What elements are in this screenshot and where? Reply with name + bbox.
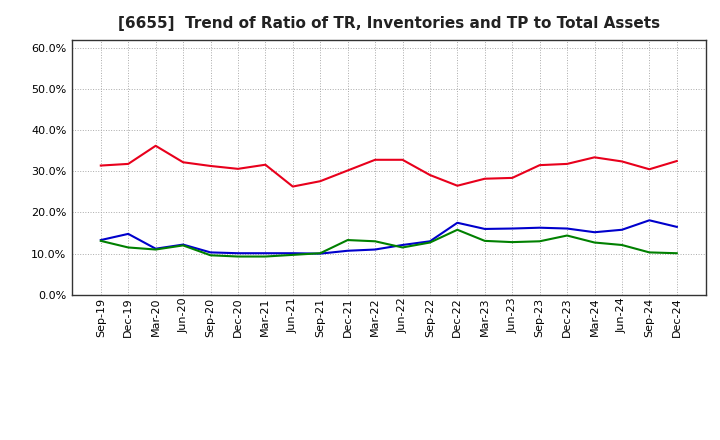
- Inventories: [96, 238, 105, 243]
- Trade Payables: [645, 250, 654, 255]
- Trade Payables: [536, 238, 544, 244]
- Inventories: [563, 226, 572, 231]
- Trade Receivables: [96, 163, 105, 168]
- Inventories: [590, 230, 599, 235]
- Line: Trade Receivables: Trade Receivables: [101, 146, 677, 187]
- Inventories: [645, 218, 654, 223]
- Inventories: [618, 227, 626, 232]
- Trade Payables: [179, 243, 187, 248]
- Trade Payables: [563, 233, 572, 238]
- Trade Receivables: [316, 179, 325, 184]
- Line: Inventories: Inventories: [101, 220, 677, 253]
- Trade Payables: [371, 238, 379, 244]
- Trade Payables: [151, 247, 160, 252]
- Trade Receivables: [480, 176, 489, 181]
- Trade Receivables: [618, 159, 626, 164]
- Inventories: [179, 242, 187, 247]
- Trade Payables: [453, 227, 462, 232]
- Inventories: [536, 225, 544, 231]
- Trade Receivables: [590, 155, 599, 160]
- Legend: Trade Receivables, Inventories, Trade Payables: Trade Receivables, Inventories, Trade Pa…: [157, 434, 621, 440]
- Inventories: [672, 224, 681, 230]
- Inventories: [316, 251, 325, 256]
- Inventories: [151, 246, 160, 251]
- Inventories: [124, 231, 132, 237]
- Trade Payables: [343, 238, 352, 243]
- Trade Receivables: [536, 162, 544, 168]
- Trade Payables: [480, 238, 489, 243]
- Trade Receivables: [563, 161, 572, 167]
- Trade Receivables: [233, 166, 242, 172]
- Inventories: [233, 251, 242, 256]
- Trade Payables: [398, 245, 407, 250]
- Trade Receivables: [398, 157, 407, 162]
- Trade Receivables: [371, 157, 379, 162]
- Line: Trade Payables: Trade Payables: [101, 230, 677, 257]
- Inventories: [289, 251, 297, 256]
- Trade Payables: [590, 240, 599, 245]
- Trade Payables: [672, 251, 681, 256]
- Trade Receivables: [124, 161, 132, 167]
- Trade Payables: [316, 251, 325, 256]
- Trade Receivables: [261, 162, 270, 167]
- Trade Receivables: [179, 160, 187, 165]
- Trade Receivables: [289, 184, 297, 189]
- Trade Payables: [233, 254, 242, 259]
- Inventories: [453, 220, 462, 225]
- Trade Payables: [261, 254, 270, 259]
- Trade Payables: [96, 238, 105, 243]
- Trade Receivables: [453, 183, 462, 188]
- Inventories: [508, 226, 516, 231]
- Trade Payables: [426, 240, 434, 245]
- Trade Receivables: [645, 167, 654, 172]
- Inventories: [261, 251, 270, 256]
- Trade Receivables: [508, 175, 516, 180]
- Trade Payables: [508, 239, 516, 245]
- Inventories: [371, 247, 379, 252]
- Trade Receivables: [672, 158, 681, 164]
- Trade Payables: [124, 245, 132, 250]
- Inventories: [398, 242, 407, 248]
- Trade Receivables: [343, 168, 352, 173]
- Trade Payables: [206, 253, 215, 258]
- Inventories: [480, 226, 489, 231]
- Inventories: [206, 250, 215, 255]
- Trade Receivables: [206, 163, 215, 169]
- Title: [6655]  Trend of Ratio of TR, Inventories and TP to Total Assets: [6655] Trend of Ratio of TR, Inventories…: [118, 16, 660, 32]
- Inventories: [426, 238, 434, 244]
- Trade Payables: [289, 252, 297, 257]
- Trade Payables: [618, 242, 626, 248]
- Trade Receivables: [426, 172, 434, 178]
- Trade Receivables: [151, 143, 160, 148]
- Inventories: [343, 248, 352, 253]
